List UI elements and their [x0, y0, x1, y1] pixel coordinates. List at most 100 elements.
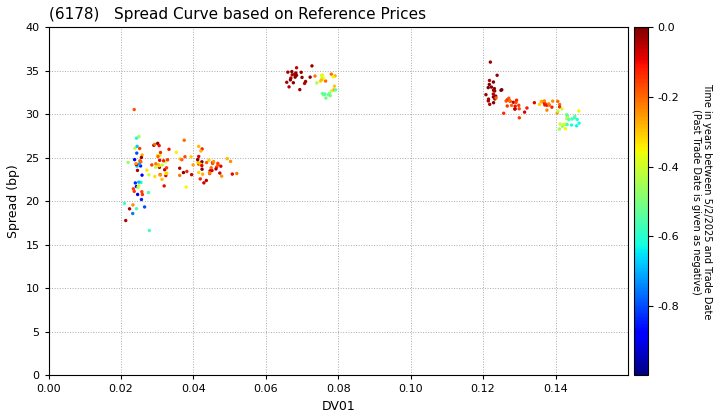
Point	[566, 122, 577, 129]
Point	[133, 179, 145, 186]
Point	[152, 153, 163, 160]
Point	[198, 179, 210, 186]
Point	[205, 164, 217, 171]
Point	[328, 87, 340, 93]
Point	[181, 184, 192, 190]
Point	[521, 105, 533, 111]
Point	[158, 158, 169, 164]
Point	[490, 94, 502, 101]
Point	[306, 63, 318, 69]
Point	[131, 183, 143, 190]
Point	[291, 72, 302, 79]
Point	[487, 79, 499, 85]
Point	[482, 84, 494, 91]
Point	[289, 71, 300, 78]
Point	[572, 116, 583, 123]
Point	[504, 97, 516, 104]
Point	[131, 163, 143, 170]
Y-axis label: Spread (bp): Spread (bp)	[7, 165, 20, 238]
Point	[319, 91, 330, 97]
Point	[539, 97, 550, 104]
Point	[557, 123, 568, 130]
Point	[330, 87, 341, 93]
Point	[150, 164, 161, 171]
Point	[143, 189, 154, 196]
Point	[132, 191, 143, 198]
Point	[503, 95, 515, 102]
Point	[150, 160, 161, 167]
Point	[130, 180, 141, 186]
Point	[194, 176, 206, 182]
Point	[287, 79, 299, 86]
Point	[323, 92, 334, 98]
Point	[487, 87, 499, 94]
Point	[163, 146, 175, 152]
Point	[510, 99, 522, 106]
Point	[496, 87, 508, 93]
Point	[161, 164, 172, 171]
Point	[325, 92, 336, 99]
Point	[563, 116, 575, 123]
Point	[318, 74, 329, 81]
Point	[127, 210, 138, 217]
Point	[135, 179, 147, 186]
Point	[299, 80, 310, 87]
Point	[153, 142, 165, 149]
Point	[201, 159, 212, 166]
Point	[212, 161, 224, 168]
Point	[290, 70, 302, 76]
Point	[196, 162, 207, 169]
Point	[207, 159, 218, 166]
Point	[136, 172, 148, 178]
Point	[498, 110, 510, 117]
Point	[305, 74, 316, 81]
Point	[201, 177, 212, 184]
Point	[320, 78, 331, 84]
Point	[562, 113, 573, 119]
Point	[174, 172, 186, 179]
Point	[153, 161, 164, 168]
Point	[502, 96, 513, 103]
Point	[159, 166, 171, 173]
Point	[490, 93, 501, 100]
Point	[491, 72, 503, 79]
Point	[323, 90, 335, 97]
Point	[554, 104, 565, 110]
Point	[212, 160, 224, 167]
Point	[185, 153, 197, 160]
Point	[503, 96, 514, 103]
Point	[329, 83, 341, 89]
Point	[541, 101, 552, 108]
Point	[152, 140, 163, 147]
Point	[282, 69, 294, 76]
Point	[187, 162, 199, 168]
Point	[546, 104, 558, 110]
Point	[119, 200, 130, 207]
Point	[561, 111, 572, 118]
Point	[562, 114, 573, 121]
Point	[130, 160, 142, 167]
Point	[296, 74, 307, 81]
Point	[309, 73, 320, 79]
Point	[484, 77, 495, 84]
Point	[162, 156, 174, 163]
Point	[207, 160, 218, 167]
Point	[152, 152, 163, 159]
Point	[160, 158, 171, 165]
Point	[158, 183, 170, 189]
Point	[509, 105, 521, 112]
Point	[127, 185, 139, 192]
Point	[328, 74, 339, 80]
Point	[300, 78, 311, 85]
Point	[133, 133, 145, 140]
Point	[541, 107, 553, 113]
Point	[131, 135, 143, 142]
Point	[132, 167, 143, 174]
Point	[287, 71, 298, 78]
Point	[131, 150, 143, 157]
Point	[136, 188, 148, 195]
Point	[317, 90, 328, 97]
Point	[539, 100, 550, 107]
Point	[215, 163, 227, 170]
Point	[143, 171, 155, 178]
